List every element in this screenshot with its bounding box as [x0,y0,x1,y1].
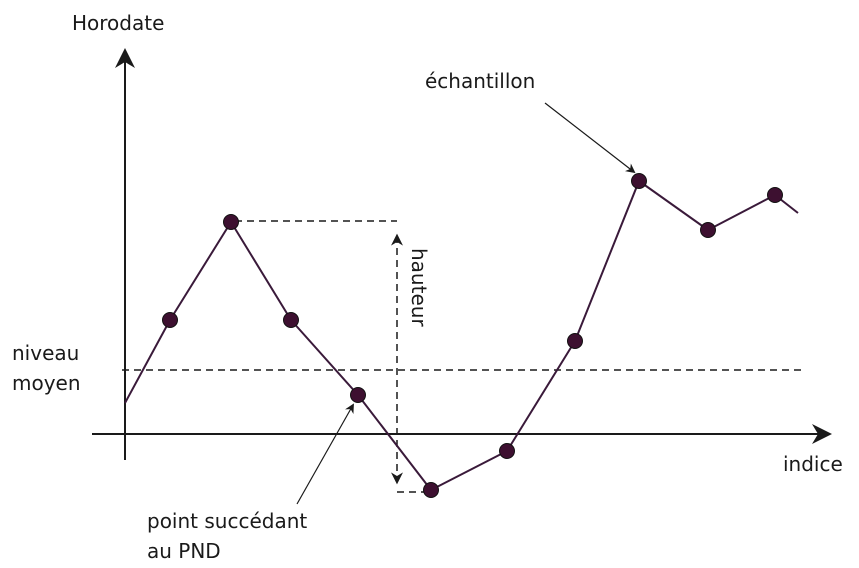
y-axis-label: Horodate [72,11,164,35]
successor-label-line2: au PND [147,539,221,563]
sample-point [567,333,583,349]
sample-point [499,443,515,459]
sample-label: échantillon [425,69,535,93]
successor-pointer-arrow [296,403,354,505]
sample-points [162,173,783,498]
x-axis-label: indice [783,452,843,476]
sample-pointer-arrow [544,102,636,174]
sample-point [700,222,716,238]
sample-point [283,312,299,328]
sample-point [350,387,366,403]
mean-level-label-line1: niveau [12,341,79,365]
sample-point [223,214,239,230]
height-label: hauteur [407,248,431,327]
sample-point [162,312,178,328]
sample-point [767,187,783,203]
sample-point [631,173,647,189]
mean-level-label-line2: moyen [12,371,81,395]
signal-line [124,180,799,491]
successor-label-line1: point succédant [147,509,307,533]
sample-point [423,482,439,498]
